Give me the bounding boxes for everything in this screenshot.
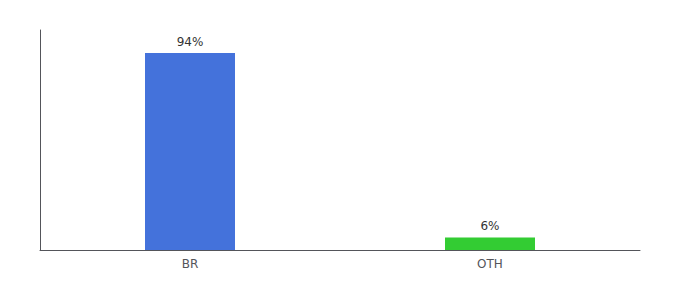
svg-text:OTH: OTH <box>477 257 503 271</box>
svg-text:6%: 6% <box>480 219 499 233</box>
svg-text:BR: BR <box>182 257 199 271</box>
svg-text:94%: 94% <box>177 35 204 49</box>
